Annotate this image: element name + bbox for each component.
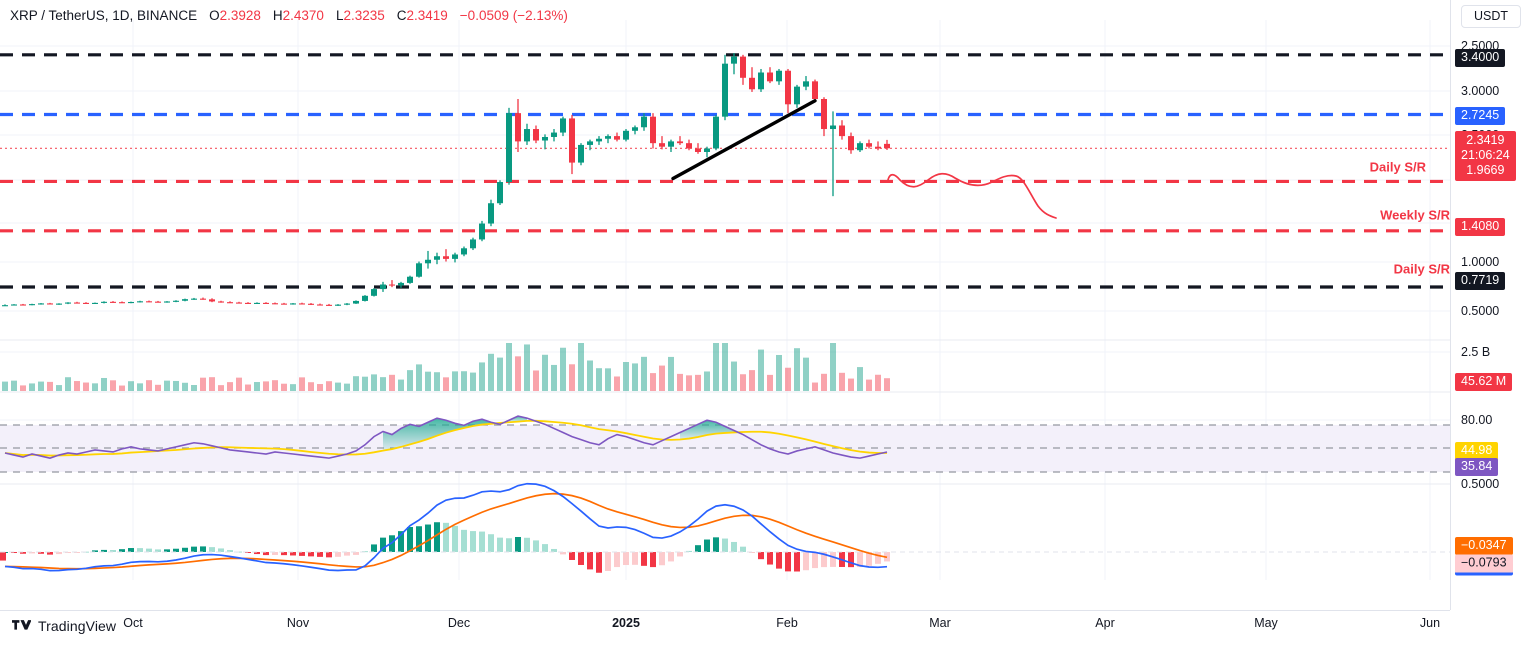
legend-open-value: 2.3928 xyxy=(219,7,261,23)
time-scale[interactable]: Oct Nov Dec 2025 Feb Mar Apr May Jun xyxy=(0,610,1450,635)
price-level-badge[interactable]: 0.7719 xyxy=(1455,272,1506,290)
time-tick: May xyxy=(1254,616,1278,630)
legend-close-label: C xyxy=(396,7,407,23)
tradingview-logo-icon xyxy=(12,619,31,630)
level-label: Daily S/R xyxy=(1393,261,1450,277)
price-tick: 3.0000 xyxy=(1461,84,1500,98)
time-tick: Apr xyxy=(1095,616,1115,630)
legend-low-value: 2.3235 xyxy=(343,7,385,23)
tradingview-watermark: TradingView xyxy=(12,618,116,634)
chart-legend[interactable]: XRP / TetherUS, 1D, BINANCE O 2.3928 H 2.4… xyxy=(10,5,568,25)
price-level-badge[interactable]: −0.0793 xyxy=(1455,554,1513,576)
price-level-badge[interactable]: 1.4080 xyxy=(1455,218,1506,236)
trendline xyxy=(671,99,817,181)
legend-low-label: L xyxy=(335,7,344,23)
legend-high-value: 2.4370 xyxy=(282,7,324,23)
legend-close-value: 2.3419 xyxy=(406,7,448,23)
price-tick: 1.0000 xyxy=(1461,255,1500,269)
current-low-value: 1.9669 xyxy=(1466,163,1505,177)
volume-bars xyxy=(2,343,890,391)
time-tick: Nov xyxy=(286,616,310,630)
price-level-badge[interactable]: 45.62 M xyxy=(1455,373,1513,391)
current-price-badge[interactable]: 2.3419 21:06:24 1.9669 xyxy=(1455,131,1516,181)
chart-plot-area[interactable] xyxy=(0,0,1450,610)
price-level-badge[interactable]: −0.0347 xyxy=(1455,537,1513,555)
time-tick: Mar xyxy=(929,616,951,630)
price-level-badge[interactable]: 2.7245 xyxy=(1455,107,1506,125)
level-label: Weekly S/R xyxy=(1380,207,1450,223)
currency-badge[interactable]: USDT xyxy=(1461,5,1522,28)
bar-countdown: 21:06:24 xyxy=(1461,148,1510,162)
macd-indicator xyxy=(0,482,1450,573)
pane-separators xyxy=(0,339,1450,485)
price-tick: 80.00 xyxy=(1461,413,1493,427)
price-level-badge[interactable]: 3.4000 xyxy=(1455,49,1506,67)
price-tick: 2.5 B xyxy=(1461,345,1491,359)
time-tick: 2025 xyxy=(612,616,640,630)
price-level-badge[interactable]: 35.84 xyxy=(1455,458,1499,476)
legend-change: −0.0509 (−2.13%) xyxy=(459,7,568,23)
legend-symbol[interactable]: XRP / TetherUS, 1D, BINANCE xyxy=(10,7,198,23)
time-tick: Dec xyxy=(447,616,471,630)
rsi-indicator xyxy=(4,415,888,459)
forecast-line xyxy=(887,172,1057,219)
price-tick: 0.5000 xyxy=(1461,304,1500,318)
price-tick: 0.5000 xyxy=(1461,477,1500,491)
time-tick: Oct xyxy=(123,616,143,630)
price-scale[interactable]: USDT 2.50003.00002.50001.50001.00000.500… xyxy=(1450,0,1536,610)
legend-open-label: O xyxy=(209,7,220,23)
time-tick: Feb xyxy=(776,616,798,630)
current-price-value: 2.3419 xyxy=(1466,133,1505,147)
level-label: Daily S/R xyxy=(1369,159,1426,175)
candlesticks xyxy=(2,53,890,307)
time-tick: Jun xyxy=(1419,616,1441,630)
legend-high-label: H xyxy=(272,7,283,23)
tradingview-logo-text: TradingView xyxy=(38,618,117,634)
price-level-badge[interactable]: 44.98 xyxy=(1455,442,1499,460)
